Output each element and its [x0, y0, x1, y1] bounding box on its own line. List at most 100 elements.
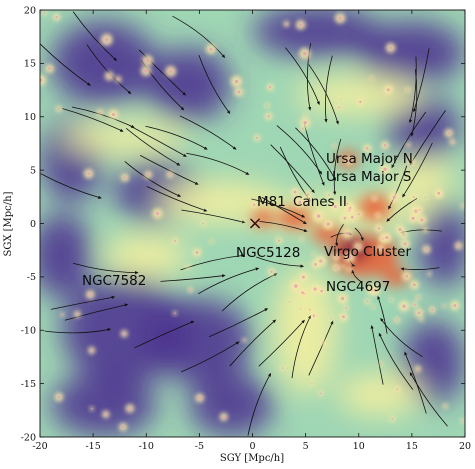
- halo-point: [294, 284, 298, 288]
- streamline: [409, 110, 446, 166]
- halo-point: [357, 213, 360, 216]
- halo-point: [338, 106, 340, 109]
- halo-point: [451, 140, 454, 143]
- streamline: [291, 315, 311, 379]
- streamline: [386, 198, 418, 222]
- halo-point: [374, 289, 377, 293]
- halo-point: [338, 16, 342, 20]
- streamline: [370, 324, 384, 385]
- halo-points: [40, 10, 465, 432]
- halo-point: [326, 222, 330, 226]
- halo-point: [380, 363, 382, 365]
- streamline: [303, 123, 325, 186]
- streamline: [198, 267, 260, 295]
- halo-point: [312, 314, 315, 317]
- streamline: [71, 106, 135, 128]
- halo-point: [99, 111, 101, 114]
- halo-point: [90, 349, 93, 352]
- halo-point: [372, 306, 374, 308]
- halo-point: [314, 262, 317, 266]
- halo-point: [383, 144, 387, 147]
- streamline: [140, 60, 185, 111]
- streamline: [86, 44, 132, 95]
- streamline: [139, 155, 199, 185]
- halo-point: [285, 23, 288, 25]
- streamline: [354, 227, 364, 242]
- streamline: [50, 295, 116, 310]
- halo-point: [403, 242, 407, 246]
- halo-point: [333, 145, 335, 147]
- halo-point: [88, 293, 92, 296]
- halo-point: [123, 176, 127, 179]
- streamline: [229, 319, 277, 367]
- halo-point: [270, 270, 273, 273]
- streamline: [145, 125, 208, 150]
- halo-point: [385, 236, 389, 240]
- halo-point: [318, 259, 323, 263]
- halo-point: [209, 47, 213, 51]
- streamline: [181, 341, 240, 373]
- halo-point: [303, 51, 307, 56]
- halo-point: [405, 274, 409, 278]
- streamline: [40, 43, 91, 86]
- streamline: [259, 220, 308, 232]
- y-tick-label: 5: [30, 165, 36, 176]
- halo-point: [462, 205, 464, 207]
- label-ursa-major-s: Ursa Major S: [326, 169, 411, 185]
- halo-point: [256, 136, 259, 139]
- halo-point: [298, 200, 302, 204]
- y-tick-label: 15: [24, 59, 36, 70]
- halo-point: [428, 273, 431, 275]
- halo-point: [341, 296, 345, 301]
- halo-point: [289, 301, 291, 303]
- density-peak: [383, 267, 409, 287]
- halo-point: [347, 159, 350, 162]
- streamline: [380, 317, 423, 358]
- streamline: [408, 56, 417, 124]
- halo-point: [189, 289, 192, 291]
- halo-point: [348, 268, 350, 270]
- halo-point: [266, 104, 268, 107]
- axis-ticks: -20 -15 -10 -5 0 5 10 15 20 20 15 10 5 0 -5 -10 -15 -20: [21, 5, 471, 452]
- halo-point: [418, 208, 421, 211]
- streamline: [258, 319, 305, 367]
- filament-region: [295, 76, 423, 115]
- halo-point: [303, 120, 307, 125]
- void-region: [401, 319, 465, 405]
- void-region: [50, 20, 157, 107]
- x-tick-label: 5: [303, 441, 309, 452]
- observer-marker: ×: [247, 213, 262, 234]
- halo-point: [425, 248, 428, 251]
- halo-point: [334, 266, 338, 269]
- halo-point: [389, 46, 393, 50]
- streamline: [402, 142, 433, 198]
- halo-point: [311, 382, 313, 385]
- halo-point: [386, 88, 390, 92]
- halo-point: [91, 408, 93, 410]
- label-ursa-major-n: Ursa Major N: [326, 151, 413, 167]
- halo-point: [121, 425, 125, 429]
- halo-point: [342, 265, 345, 267]
- halo-point: [377, 214, 379, 217]
- label-m81: M81: [257, 194, 286, 210]
- halo-point: [302, 275, 305, 279]
- void-region: [50, 372, 157, 437]
- halo-point: [195, 251, 199, 254]
- streamline: [209, 308, 269, 338]
- halo-point: [111, 113, 115, 116]
- halo-point: [407, 144, 410, 146]
- halo-point: [413, 303, 416, 306]
- streamline: [400, 267, 440, 271]
- streamline: [306, 43, 312, 111]
- streamline: [247, 372, 272, 436]
- streamline: [295, 127, 336, 181]
- halo-point: [347, 255, 352, 259]
- streamline: [40, 173, 102, 199]
- halo-point: [412, 196, 415, 198]
- streamline: [391, 111, 427, 169]
- halo-point: [202, 222, 204, 225]
- halo-point: [345, 307, 347, 309]
- halo-point: [373, 197, 376, 200]
- halo-point: [174, 312, 176, 314]
- halo-point: [322, 341, 325, 344]
